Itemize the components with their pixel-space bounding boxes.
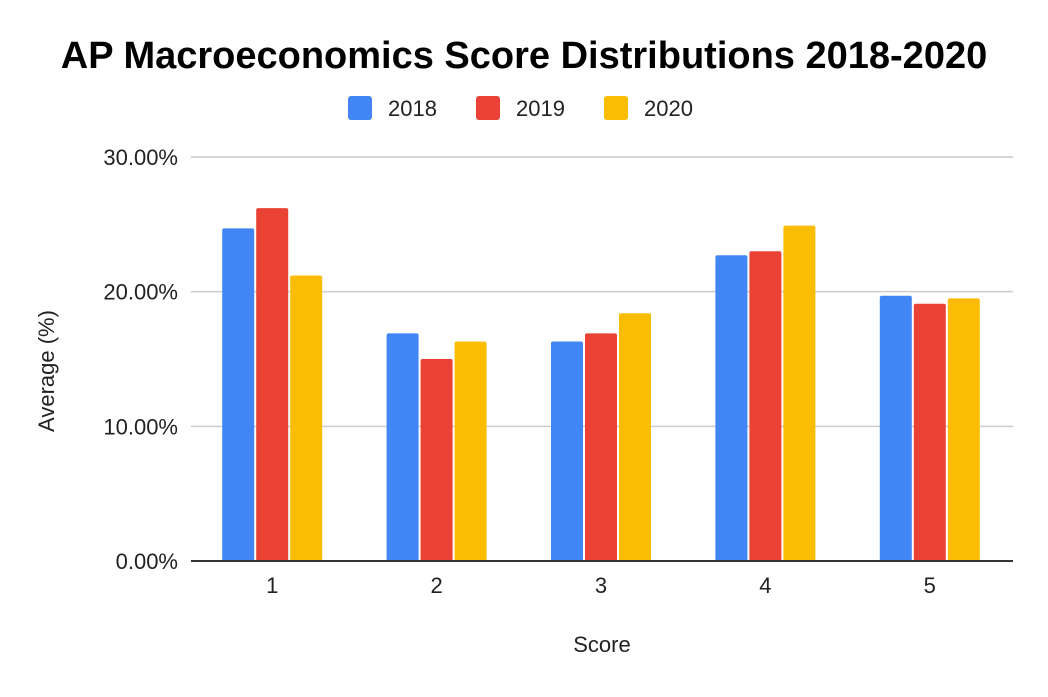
bar-2019-score-4 (749, 251, 782, 561)
legend-swatch (348, 96, 372, 120)
x-axis-title: Score (573, 632, 630, 657)
bar-2020-score-1 (290, 275, 323, 561)
bar-2018-score-1 (222, 228, 255, 561)
y-tick-label: 10.00% (103, 414, 178, 439)
legend-label: 2018 (388, 96, 437, 121)
legend-item-2019: 2019 (476, 96, 565, 121)
y-axis-title: Average (%) (34, 310, 59, 432)
y-tick-label: 0.00% (116, 549, 178, 574)
legend: 2018 2019 2020 (348, 96, 693, 121)
x-tick-label: 5 (924, 573, 936, 598)
x-tick-label: 2 (430, 573, 442, 598)
bar-2019-score-2 (420, 359, 453, 561)
x-tick-label: 1 (266, 573, 278, 598)
bar-2018-score-2 (386, 333, 419, 561)
legend-swatch (476, 96, 500, 120)
y-tick-label: 30.00% (103, 145, 178, 170)
legend-swatch (604, 96, 628, 120)
x-tick-label: 4 (759, 573, 771, 598)
bar-2019-score-5 (913, 303, 946, 561)
bar-2018-score-3 (551, 341, 583, 561)
bar-2019-score-3 (585, 333, 617, 561)
bars (222, 208, 980, 561)
y-tick-label: 20.00% (103, 280, 178, 305)
legend-label: 2019 (516, 96, 565, 121)
bar-2020-score-5 (947, 298, 980, 561)
chart-title: AP Macroeconomics Score Distributions 20… (61, 35, 987, 77)
x-axis: 1 2 3 4 5 (191, 560, 1013, 598)
legend-item-2018: 2018 (348, 96, 437, 121)
y-axis: 0.00% 10.00% 20.00% 30.00% (103, 145, 178, 574)
legend-label: 2020 (644, 96, 693, 121)
legend-item-2020: 2020 (604, 96, 693, 121)
bar-2020-score-2 (454, 341, 487, 561)
bar-2019-score-1 (256, 208, 289, 561)
x-tick-label: 3 (595, 573, 607, 598)
bar-2020-score-3 (619, 313, 651, 561)
bar-2020-score-4 (783, 225, 816, 561)
bar-2018-score-4 (715, 255, 748, 561)
bar-2018-score-5 (879, 295, 912, 561)
